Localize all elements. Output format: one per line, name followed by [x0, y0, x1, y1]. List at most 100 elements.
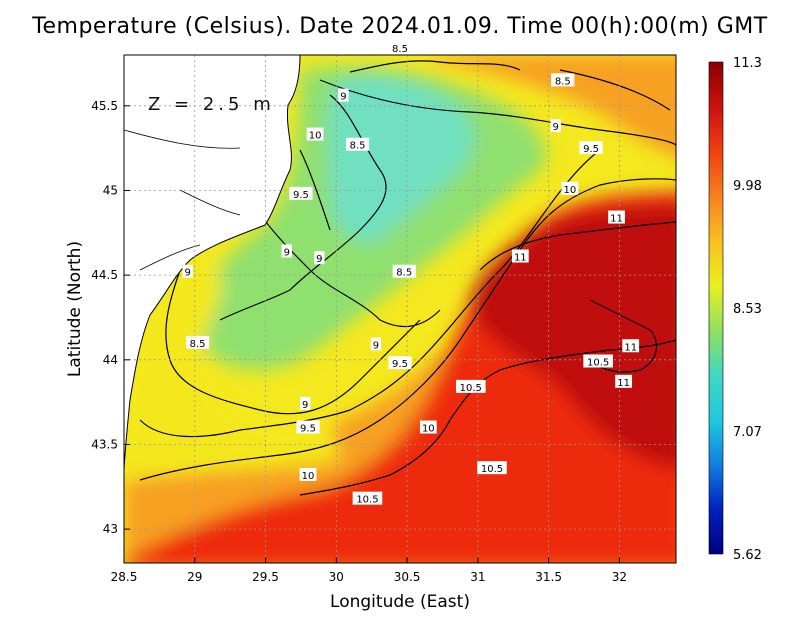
- contour-label: 10.5: [583, 354, 613, 368]
- zone-mild-west: [124, 252, 340, 480]
- colorbar-label: 11.3: [733, 56, 762, 71]
- contour-label-text: 10: [309, 131, 322, 142]
- contour-label-text: 10.5: [481, 464, 503, 475]
- contour-label-bg: [314, 251, 325, 265]
- contour-label-text: 9: [373, 341, 379, 352]
- contour-label-text: 11: [610, 214, 623, 225]
- y-tick-label: 45.5: [91, 99, 118, 113]
- contour-label: 8.5: [551, 73, 575, 87]
- contour-label-text: 8.5: [392, 44, 408, 55]
- contour-label: 9.5: [388, 356, 412, 370]
- isotherm-9-north: [319, 79, 676, 146]
- contour-label: 8.5: [186, 335, 210, 350]
- contour-label: 9.5: [289, 186, 313, 201]
- contour-label: 11: [608, 210, 625, 225]
- contour-label-bg: [511, 249, 529, 263]
- land-mass: [124, 55, 301, 471]
- contour-label-text: 9.5: [293, 190, 309, 201]
- x-tick-label: 31.5: [535, 570, 562, 584]
- contour-label-text: 9.5: [392, 359, 408, 370]
- contour-label-bg: [583, 354, 613, 368]
- contour-label: 10.5: [455, 379, 486, 394]
- contour-label: 11: [511, 249, 529, 264]
- contour-label-bg: [388, 41, 412, 55]
- x-tick-label: 32: [612, 570, 627, 584]
- contour-label-text: 8.5: [350, 141, 366, 152]
- contour-label: 8.5: [392, 264, 416, 279]
- isotherm-9.5-coast: [299, 149, 331, 231]
- contour-label-text: 11: [624, 342, 637, 353]
- contour-label-bg: [419, 420, 437, 434]
- contour-label: 9: [550, 119, 561, 133]
- isotherm-9-mid: [249, 199, 441, 328]
- contour-label-bg: [182, 264, 193, 278]
- isotherm-11-north: [479, 221, 676, 271]
- plot-frame: [123, 54, 677, 564]
- x-tick-label: 29: [187, 570, 202, 584]
- x-tick-label: 31: [470, 570, 485, 584]
- contour-label-text: 9: [302, 400, 308, 411]
- contour-label: 9.5: [579, 141, 603, 155]
- zone-mild-east: [430, 55, 676, 157]
- isotherm-10: [139, 178, 676, 481]
- zone-hottest: [470, 205, 676, 469]
- contour-labels: 8.5 8.5 9 9 10 8.5 9.5 10 9.5 11 9 9 11 9 8.5 8.5 9 11 9.5…: [182, 41, 640, 506]
- y-tick-label: 44: [103, 353, 118, 367]
- colorbar: [708, 61, 724, 555]
- contour-label-bg: [306, 127, 324, 141]
- contour-label-text: 10.5: [587, 357, 609, 368]
- isotherm-8.5-east: [559, 69, 671, 111]
- colorbar-labels: 11.3 9.98 8.53 7.07 5.62: [733, 56, 762, 563]
- contour-label: 9: [370, 337, 382, 352]
- isotherm-11-east: [589, 299, 658, 373]
- contour-label-bg: [550, 119, 561, 133]
- contour-label: 10: [419, 420, 437, 435]
- contour-label-bg: [281, 244, 292, 258]
- contour-label-bg: [388, 356, 412, 370]
- contour-label: 9: [299, 396, 311, 411]
- contour-label: 10: [561, 181, 579, 196]
- contour-label-bg: [186, 335, 210, 349]
- temperature-field: [124, 55, 676, 563]
- plot-title: Temperature (Celsius). Date 2024.01.09. …: [32, 14, 768, 39]
- contour-label: 9: [314, 251, 325, 265]
- contour-label: 10: [306, 127, 324, 142]
- y-axis-ticks: 43 43.5 44 44.5 45 45.5: [91, 99, 130, 536]
- x-tick-label: 30.5: [394, 570, 421, 584]
- x-axis-ticks: 28.5 29 29.5 30 30.5 31 31.5 32: [111, 557, 627, 584]
- colorbar-label: 8.53: [733, 302, 762, 317]
- map-field: [124, 55, 676, 563]
- contour-label-bg: [370, 337, 382, 351]
- contour-label-bg: [561, 181, 579, 195]
- contour-label-bg: [608, 210, 625, 224]
- y-tick-label: 45: [103, 183, 118, 197]
- contour-label-text: 10: [422, 424, 435, 435]
- y-tick-label: 43.5: [91, 437, 118, 451]
- contour-label-bg: [338, 88, 349, 102]
- contour-label-text: 11: [514, 253, 527, 264]
- contour-label-bg: [299, 467, 317, 481]
- y-axis-label: Latitude (North): [65, 241, 85, 377]
- contour-label-text: 9.5: [300, 424, 316, 435]
- y-tick-label: 44.5: [91, 268, 118, 282]
- contour-label-text: 9: [284, 247, 290, 258]
- x-tick-label: 30: [329, 570, 344, 584]
- colorbar-label: 9.98: [733, 179, 762, 194]
- contour-label-text: 9: [340, 92, 346, 103]
- contour-label: 10: [299, 467, 317, 482]
- contour-label-bg: [299, 396, 311, 410]
- contour-label-bg: [345, 137, 370, 151]
- colorbar-label: 7.07: [733, 425, 762, 440]
- contour-label-bg: [289, 186, 313, 200]
- contour-label-bg: [477, 461, 507, 475]
- contour-label-text: 9: [553, 122, 559, 133]
- y-tick-label: 43: [103, 522, 118, 536]
- contour-label-bg: [579, 141, 603, 155]
- isotherm-9-west: [165, 269, 421, 415]
- contour-label-bg: [352, 491, 383, 505]
- contour-label-text: 10.5: [356, 495, 378, 506]
- x-axis-label: Longitude (East): [330, 592, 470, 612]
- contour-label-bg: [296, 420, 320, 434]
- contour-label: 8.5: [345, 137, 370, 152]
